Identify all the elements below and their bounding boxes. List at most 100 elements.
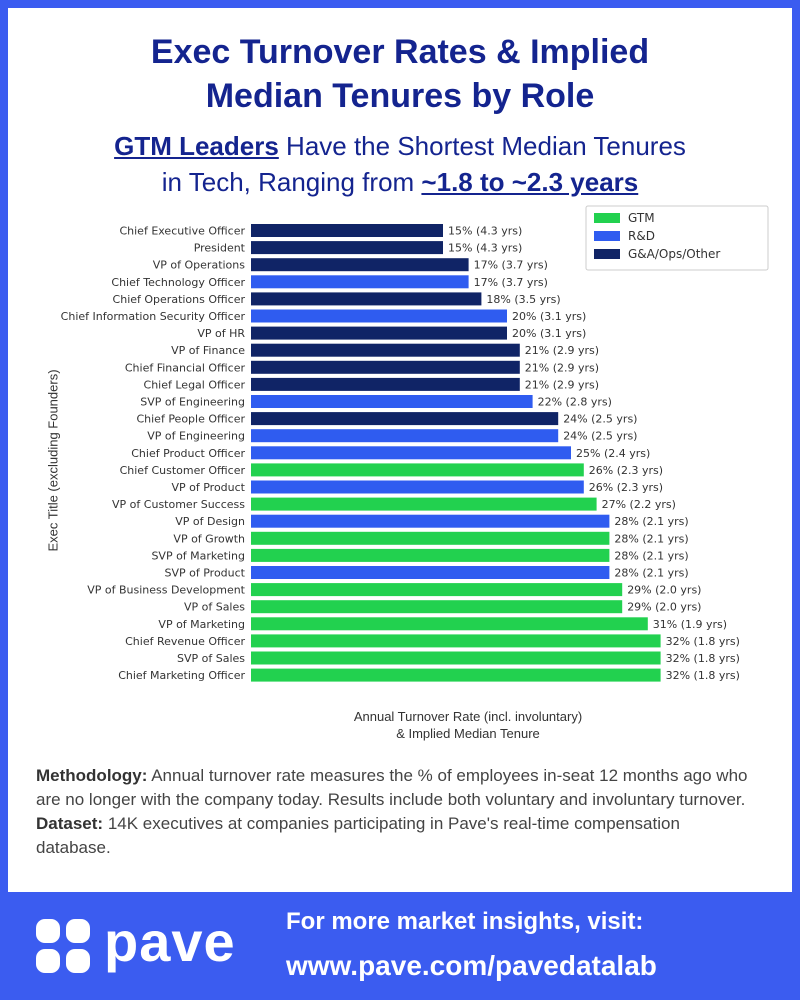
y-tick-label-vp-of-engineering: VP of Engineering — [147, 430, 245, 443]
bar-vp-of-product — [251, 480, 584, 494]
y-tick-label-vp-of-business-development: VP of Business Development — [87, 584, 245, 597]
data-label-vp-of-marketing: 31% (1.9 yrs) — [653, 618, 727, 631]
bar-chief-executive-officer — [251, 224, 443, 237]
data-label-vp-of-engineering: 24% (2.5 yrs) — [563, 430, 637, 443]
bar-chief-financial-officer — [251, 360, 520, 374]
data-label-vp-of-customer-success: 27% (2.2 yrs) — [602, 498, 676, 511]
bar-svp-of-marketing — [251, 548, 610, 562]
page-title: Exec Turnover Rates & Implied Median Ten… — [8, 30, 792, 118]
y-tick-label-vp-of-marketing: VP of Marketing — [158, 618, 245, 631]
bar-vp-of-hr — [251, 326, 507, 340]
methodology-text: Annual turnover rate measures the % of e… — [36, 766, 748, 809]
y-tick-label-vp-of-operations: VP of Operations — [153, 259, 245, 272]
title-line-2: Median Tenures by Role — [205, 77, 595, 115]
legend-swatch-r-d — [594, 231, 620, 241]
bar-vp-of-customer-success — [251, 497, 597, 511]
methodology-notes: Methodology: Annual turnover rate measur… — [36, 764, 756, 860]
data-label-chief-financial-officer: 21% (2.9 yrs) — [525, 361, 599, 374]
data-label-vp-of-product: 26% (2.3 yrs) — [589, 481, 663, 494]
x-axis-label-line-2: & Implied Median Tenure — [396, 726, 540, 741]
data-label-vp-of-hr: 20% (3.1 yrs) — [512, 327, 586, 340]
y-tick-label-vp-of-product: VP of Product — [171, 481, 245, 494]
dataset-text: 14K executives at companies participatin… — [36, 814, 680, 857]
y-tick-label-chief-customer-officer: Chief Customer Officer — [120, 464, 246, 477]
y-tick-label-chief-marketing-officer: Chief Marketing Officer — [118, 669, 245, 682]
data-label-chief-people-officer: 24% (2.5 yrs) — [563, 413, 637, 426]
y-tick-label-chief-legal-officer: Chief Legal Officer — [144, 378, 246, 391]
bar-vp-of-engineering — [251, 429, 559, 443]
bar-vp-of-growth — [251, 531, 610, 545]
pave-logo-icon — [36, 919, 90, 973]
legend-label-g-a-ops-other: G&A/Ops/Other — [628, 247, 720, 261]
y-tick-label-chief-financial-officer: Chief Financial Officer — [125, 361, 246, 374]
y-tick-label-vp-of-growth: VP of Growth — [173, 532, 245, 545]
data-label-chief-executive-officer: 15% (4.3 yrs) — [448, 225, 522, 238]
y-tick-label-chief-people-officer: Chief People Officer — [136, 413, 245, 426]
bar-vp-of-business-development — [251, 583, 623, 597]
legend-label-r-d: R&D — [628, 229, 655, 243]
subtitle-text-2: in Tech, Ranging from — [161, 167, 422, 197]
subtitle: GTM Leaders Have the Shortest Median Ten… — [8, 128, 792, 200]
footer-banner: pave For more market insights, visit: ww… — [0, 892, 800, 1000]
y-tick-label-svp-of-marketing: SVP of Marketing — [151, 549, 245, 562]
data-label-vp-of-business-development: 29% (2.0 yrs) — [627, 584, 701, 597]
y-tick-label-svp-of-product: SVP of Product — [164, 567, 245, 580]
bar-chief-information-security-officer — [251, 309, 507, 323]
y-tick-label-chief-executive-officer: Chief Executive Officer — [119, 225, 245, 238]
title-line-1: Exec Turnover Rates & Implied — [150, 33, 650, 71]
data-label-svp-of-sales: 32% (1.8 yrs) — [666, 652, 740, 665]
bar-chief-marketing-officer — [251, 668, 661, 682]
footer-url-link[interactable]: www.pave.com/pavedatalab — [286, 950, 657, 981]
data-label-chief-technology-officer: 17% (3.7 yrs) — [474, 276, 548, 289]
y-tick-label-chief-revenue-officer: Chief Revenue Officer — [125, 635, 245, 648]
bar-chief-customer-officer — [251, 463, 584, 477]
subtitle-highlight-range: ~1.8 to ~2.3 years — [421, 167, 639, 197]
subtitle-text-1: Have the Shortest Median Tenures — [278, 131, 686, 161]
data-label-vp-of-operations: 17% (3.7 yrs) — [474, 259, 548, 272]
y-tick-label-vp-of-hr: VP of HR — [197, 327, 245, 340]
bar-vp-of-operations — [251, 258, 469, 272]
y-tick-label-svp-of-engineering: SVP of Engineering — [140, 396, 245, 409]
bar-president — [251, 241, 443, 255]
data-label-vp-of-design: 28% (2.1 yrs) — [614, 515, 688, 528]
bar-chief-product-officer — [251, 446, 571, 460]
data-label-chief-information-security-officer: 20% (3.1 yrs) — [512, 310, 586, 323]
pave-logo-text: pave — [104, 910, 236, 973]
y-tick-label-chief-operations-officer: Chief Operations Officer — [113, 293, 246, 306]
data-label-president: 15% (4.3 yrs) — [448, 242, 522, 255]
y-tick-label-vp-of-sales: VP of Sales — [184, 601, 245, 614]
bar-vp-of-finance — [251, 343, 520, 357]
legend-swatch-gtm — [594, 213, 620, 223]
bar-svp-of-engineering — [251, 395, 533, 408]
bar-svp-of-sales — [251, 651, 661, 665]
footer-cta: For more market insights, visit: — [286, 908, 644, 935]
data-label-chief-product-officer: 25% (2.4 yrs) — [576, 447, 650, 460]
infographic-card: Exec Turnover Rates & Implied Median Ten… — [8, 8, 792, 892]
bar-chief-people-officer — [251, 412, 559, 426]
legend-label-gtm: GTM — [628, 211, 655, 225]
bar-vp-of-design — [251, 514, 610, 528]
bar-vp-of-sales — [251, 600, 623, 614]
data-label-vp-of-growth: 28% (2.1 yrs) — [614, 532, 688, 545]
bar-vp-of-marketing — [251, 617, 648, 631]
bar-chief-technology-officer — [251, 275, 469, 289]
data-label-chief-customer-officer: 26% (2.3 yrs) — [589, 464, 663, 477]
y-tick-label-president: President — [194, 242, 246, 255]
y-tick-label-chief-product-officer: Chief Product Officer — [131, 447, 245, 460]
bar-chief-legal-officer — [251, 377, 520, 391]
y-tick-label-chief-technology-officer: Chief Technology Officer — [111, 276, 245, 289]
y-tick-label-svp-of-sales: SVP of Sales — [177, 652, 245, 665]
legend-box — [585, 205, 769, 271]
data-label-vp-of-sales: 29% (2.0 yrs) — [627, 601, 701, 614]
data-label-chief-revenue-officer: 32% (1.8 yrs) — [666, 635, 740, 648]
turnover-bar-chart: Chief Executive Officer 15% (4.3 yrs) Pres… — [61, 205, 769, 682]
methodology-label: Methodology: — [36, 766, 148, 785]
bar-chief-revenue-officer — [251, 634, 661, 648]
legend-swatch-g-a-ops-other — [594, 249, 620, 259]
data-label-svp-of-engineering: 22% (2.8 yrs) — [538, 396, 612, 409]
bar-svp-of-product — [251, 566, 610, 579]
y-tick-label-chief-information-security-officer: Chief Information Security Officer — [61, 310, 246, 323]
subtitle-highlight-gtm: GTM Leaders — [114, 131, 279, 161]
x-axis-label-line-1: Annual Turnover Rate (incl. involuntary) — [353, 709, 583, 724]
y-tick-label-vp-of-design: VP of Design — [175, 515, 245, 528]
